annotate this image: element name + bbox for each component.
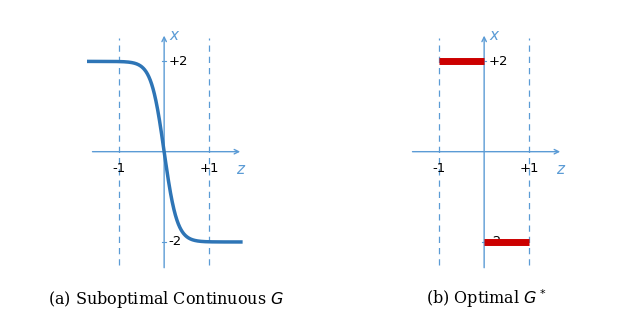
Text: $z$: $z$ (556, 161, 566, 177)
Text: +1: +1 (200, 161, 219, 175)
Text: (b) Optimal $G^*$: (b) Optimal $G^*$ (426, 287, 547, 310)
Text: +2: +2 (489, 55, 508, 68)
Text: $x$: $x$ (169, 28, 180, 43)
Text: -1: -1 (433, 161, 445, 175)
Text: (a) Suboptimal Continuous $G$: (a) Suboptimal Continuous $G$ (49, 289, 284, 310)
Text: +1: +1 (520, 161, 539, 175)
Text: -1: -1 (113, 161, 125, 175)
Text: +2: +2 (169, 55, 188, 68)
Text: $z$: $z$ (236, 161, 246, 177)
Text: $x$: $x$ (489, 28, 500, 43)
Text: -2: -2 (169, 235, 182, 248)
Text: -2: -2 (489, 235, 502, 248)
